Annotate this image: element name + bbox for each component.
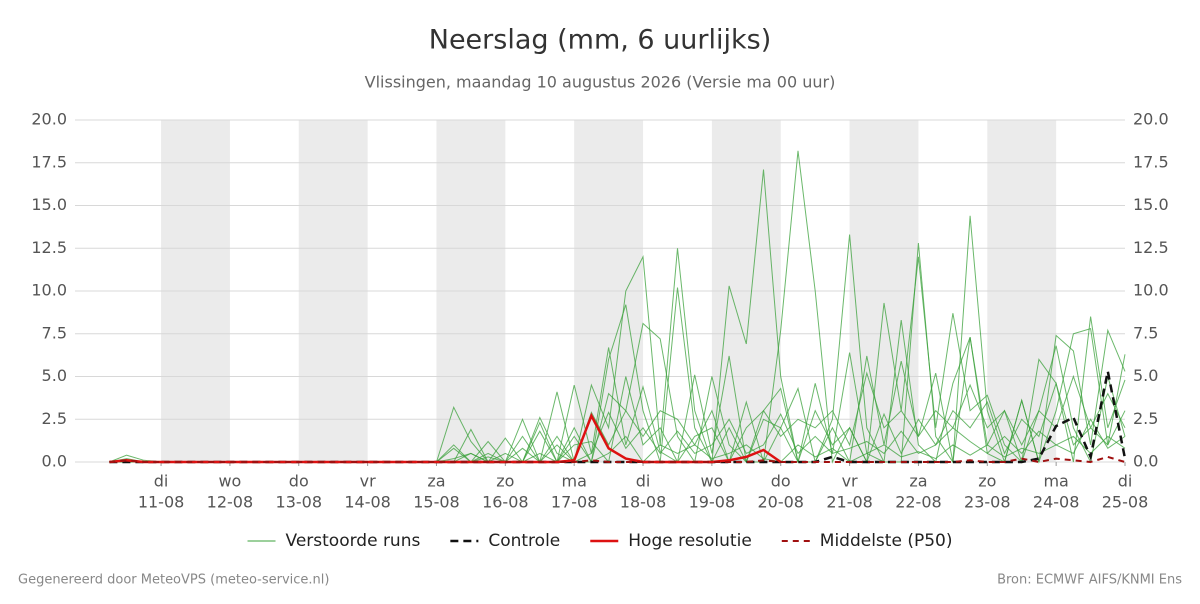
y2-tick-label: 15.0 [1133, 195, 1169, 214]
y2-tick-label: 7.5 [1133, 323, 1158, 342]
y-tick-label: 5.0 [42, 366, 67, 385]
legend-label: Verstoorde runs [286, 531, 421, 551]
y2-tick-label: 5.0 [1133, 366, 1158, 385]
x-tick-day: za [909, 472, 927, 491]
x-tick-label: 15-08 [413, 493, 460, 512]
y-tick-label: 2.5 [42, 409, 67, 428]
legend-label: Controle [488, 531, 560, 551]
x-tick-label: 23-08 [964, 493, 1011, 512]
x-tick-day: di [1118, 472, 1133, 491]
x-tick-day: wo [218, 472, 241, 491]
x-tick-day: do [771, 472, 791, 491]
x-tick-label: 21-08 [826, 493, 873, 512]
chart-title: Neerslag (mm, 6 uurlijks) [429, 25, 771, 56]
footer-right: Bron: ECMWF AIFS/KNMI Ens [997, 573, 1182, 588]
x-tick-day: wo [700, 472, 723, 491]
x-tick-label: 25-08 [1102, 493, 1149, 512]
x-tick-label: 24-08 [1033, 493, 1080, 512]
y2-tick-label: 20.0 [1133, 110, 1169, 129]
chart-subtitle: Vlissingen, maandag 10 augustus 2026 (Ve… [365, 73, 836, 92]
y2-tick-label: 2.5 [1133, 409, 1158, 428]
x-tick-label: 13-08 [276, 493, 323, 512]
x-tick-day: vr [842, 472, 858, 491]
x-tick-day: ma [1043, 472, 1068, 491]
y2-tick-label: 12.5 [1133, 238, 1169, 257]
y2-tick-label: 10.0 [1133, 281, 1169, 300]
y-tick-label: 12.5 [31, 238, 67, 257]
x-tick-label: 11-08 [138, 493, 185, 512]
x-tick-label: 14-08 [344, 493, 391, 512]
y-tick-label: 0.0 [42, 452, 67, 471]
x-tick-day: za [427, 472, 445, 491]
legend-label: Middelste (P50) [820, 531, 953, 551]
y-tick-label: 17.5 [31, 152, 67, 171]
x-tick-label: 22-08 [895, 493, 942, 512]
x-tick-day: do [289, 472, 309, 491]
x-tick-day: ma [561, 472, 586, 491]
x-tick-label: 20-08 [757, 493, 804, 512]
y2-tick-label: 0.0 [1133, 452, 1158, 471]
legend-label: Hoge resolutie [628, 531, 752, 551]
y-tick-label: 20.0 [31, 110, 67, 129]
y-tick-label: 7.5 [42, 323, 67, 342]
y-tick-label: 10.0 [31, 281, 67, 300]
series-line [109, 455, 1126, 464]
y2-tick-label: 17.5 [1133, 152, 1169, 171]
x-tick-label: 12-08 [207, 493, 254, 512]
x-tick-day: zo [978, 472, 996, 491]
x-tick-label: 16-08 [482, 493, 529, 512]
x-tick-day: di [636, 472, 651, 491]
x-tick-day: vr [360, 472, 376, 491]
footer-left: Gegenereerd door MeteoVPS (meteo-service… [18, 573, 329, 588]
x-tick-label: 19-08 [689, 493, 736, 512]
x-tick-day: zo [496, 472, 514, 491]
y-tick-label: 15.0 [31, 195, 67, 214]
x-tick-label: 17-08 [551, 493, 598, 512]
x-tick-day: di [154, 472, 169, 491]
x-tick-label: 18-08 [620, 493, 667, 512]
